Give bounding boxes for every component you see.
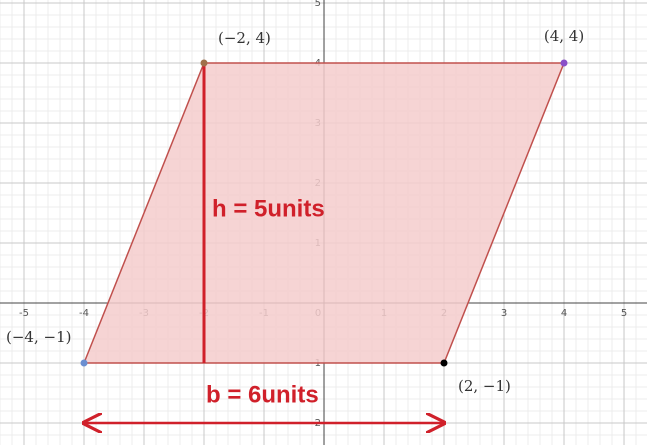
vertex (440, 359, 448, 367)
vertex-label: (4, 4) (544, 27, 584, 45)
x-tick-label: -4 (79, 308, 89, 319)
x-tick-label: -5 (19, 308, 29, 319)
x-tick-label: 3 (501, 308, 507, 319)
vertex (80, 359, 88, 367)
x-tick-label: 5 (621, 308, 627, 319)
vertex-label: (2, −1) (458, 377, 511, 395)
vertex-label: (−2, 4) (218, 29, 271, 47)
vertex (560, 59, 568, 67)
x-tick-label: 4 (561, 308, 567, 319)
y-tick-label: 5 (315, 0, 321, 9)
annotation: b = 6units (206, 381, 319, 408)
vertex-label: (−4, −1) (6, 328, 71, 346)
vertex (200, 59, 208, 67)
annotation: h = 5units (212, 195, 325, 222)
